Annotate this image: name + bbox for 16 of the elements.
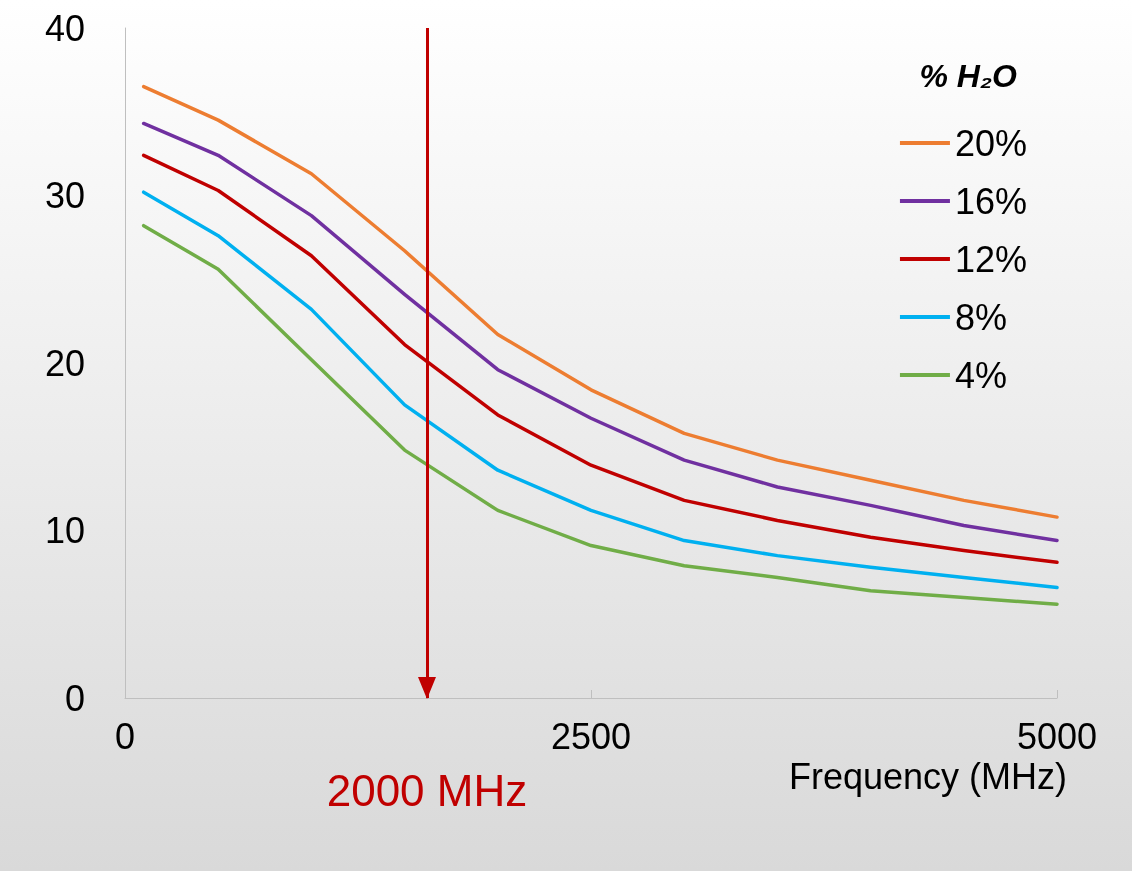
x-tick-label: 2500 — [550, 715, 632, 757]
x-tick-label: 0 — [114, 715, 136, 757]
legend-label: 8% — [954, 296, 1007, 338]
legend-label: 12% — [954, 238, 1028, 280]
y-tick-label: 30 — [44, 175, 85, 216]
y-tick-label: 0 — [64, 677, 85, 719]
x-tick-label: 5000 — [1016, 715, 1098, 757]
y-tick-label: 10 — [44, 510, 85, 551]
legend-title: % H₂O — [919, 58, 1018, 94]
y-tick-label: 20 — [44, 342, 85, 384]
ref-line-label: 2000 MHz — [326, 765, 528, 815]
y-tick-label: 40 — [44, 7, 85, 49]
legend-label: 20% — [954, 122, 1028, 164]
legend-label: 4% — [954, 354, 1007, 396]
legend-label: 16% — [954, 180, 1028, 222]
x-axis-title: Frequency (MHz) — [788, 755, 1067, 797]
